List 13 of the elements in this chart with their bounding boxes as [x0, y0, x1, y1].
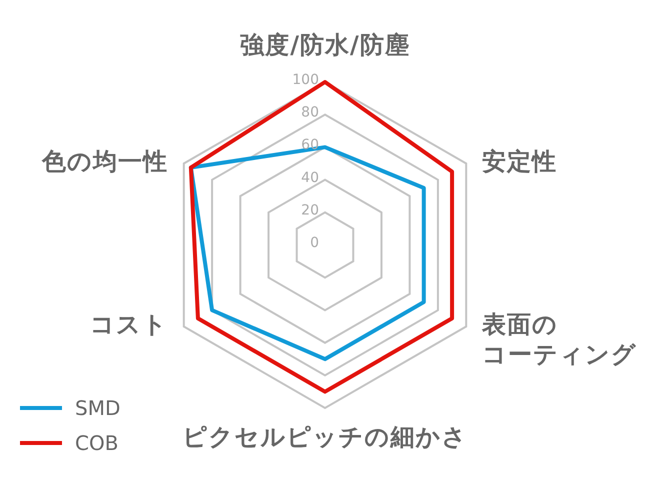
y-tick-label: 80 — [301, 104, 319, 121]
y-tick-label: 100 — [292, 72, 319, 88]
spoke-label: コスト — [90, 310, 168, 338]
legend-label: SMD — [75, 396, 120, 420]
spoke-label: 表面のコーティング — [481, 310, 638, 368]
legend-label: COB — [75, 431, 118, 455]
spoke-label: ピクセルピッチの細かさ — [182, 423, 468, 451]
y-tick-label: 0 — [310, 235, 319, 251]
spoke-label: 安定性 — [482, 148, 558, 176]
y-tick-label: 20 — [301, 202, 319, 218]
y-tick-label: 40 — [301, 170, 319, 186]
spoke-label: 色の均一性 — [40, 148, 168, 176]
spoke-label: 強度/防水/防塵 — [240, 31, 410, 59]
